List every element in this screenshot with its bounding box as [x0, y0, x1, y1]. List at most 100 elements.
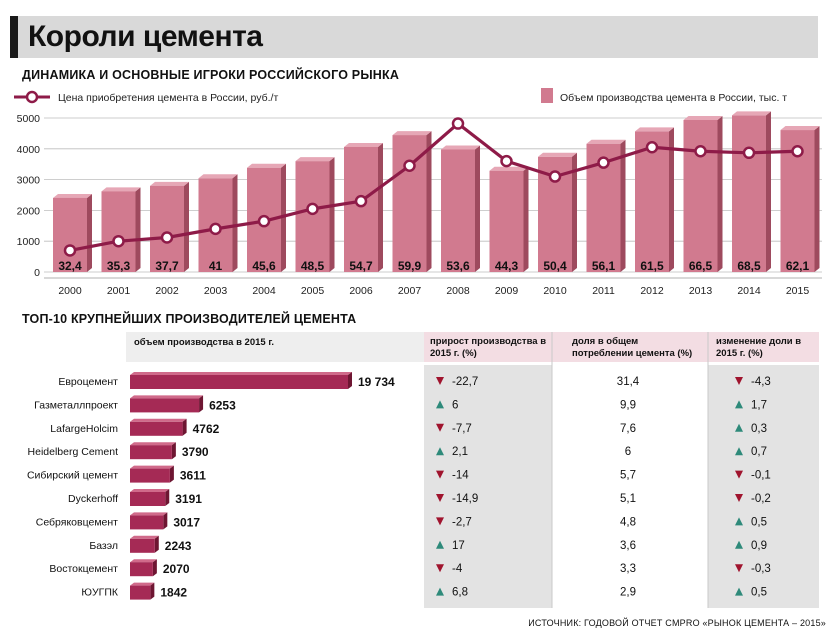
price-point — [791, 145, 804, 158]
x-tick-label: 2005 — [301, 285, 325, 297]
bar-value-label: 56,1 — [592, 259, 616, 273]
table-bar — [130, 538, 155, 553]
bar-value-label: 50,4 — [543, 259, 567, 273]
table-bar-value: 4762 — [193, 422, 220, 436]
x-tick-label: 2008 — [446, 285, 470, 297]
table-bar-side — [182, 418, 187, 436]
legend-line-marker — [25, 90, 39, 104]
row-name: Евроцемент — [58, 376, 118, 388]
table-bar — [130, 468, 170, 483]
page-title: Короли цемента — [28, 20, 263, 53]
row-name: ЮУГПК — [81, 587, 119, 599]
chart-title: ДИНАМИКА И ОСНОВНЫЕ ИГРОКИ РОССИЙСКОГО Р… — [22, 68, 400, 82]
bar-side — [814, 126, 820, 272]
x-tick-label: 2003 — [204, 285, 228, 297]
bar — [732, 115, 766, 272]
table-bar-top — [130, 395, 204, 399]
bar — [683, 120, 718, 272]
share-value: 3,6 — [620, 540, 636, 552]
table-bar-top — [130, 372, 352, 375]
price-point — [63, 244, 77, 257]
x-tick-label: 2004 — [252, 285, 276, 297]
bar-side — [523, 166, 529, 272]
price-point — [500, 154, 513, 168]
bar — [489, 170, 524, 272]
bar-side — [184, 181, 189, 272]
table-bar-side — [163, 512, 168, 530]
price-point — [257, 214, 271, 228]
table-bar-side — [169, 465, 174, 483]
bar-side — [281, 163, 286, 272]
bar-side — [475, 145, 480, 272]
bar — [635, 131, 669, 272]
x-tick-label: 2011 — [592, 285, 615, 297]
table-bar-top — [130, 559, 157, 563]
share-value: 31,4 — [617, 376, 640, 388]
table-bar-top — [130, 512, 168, 516]
y-tick-label: 0 — [34, 267, 40, 279]
source-note: ИСТОЧНИК: ГОДОВОЙ ОТЧЕТ CMPRO «РЫНОК ЦЕМ… — [528, 618, 826, 628]
bar-top — [683, 116, 723, 120]
x-tick-label: 2007 — [398, 285, 422, 297]
x-tick-label: 2013 — [689, 285, 713, 297]
table-bar-value: 3611 — [180, 469, 206, 483]
table-bar — [130, 585, 151, 600]
bar — [53, 197, 87, 272]
share-value: 5,7 — [620, 470, 636, 482]
price-point — [306, 202, 319, 216]
table-bar-value: 2243 — [165, 539, 192, 553]
bar — [150, 185, 184, 272]
price-point — [160, 231, 174, 244]
price-point — [112, 234, 125, 248]
bar-top — [489, 166, 529, 171]
bar-top — [441, 145, 480, 150]
change-value: -0,1 — [751, 470, 771, 482]
up-arrow-icon — [436, 540, 444, 549]
price-point — [597, 156, 610, 169]
up-arrow-icon — [735, 447, 743, 456]
x-tick-label: 2015 — [786, 285, 810, 297]
table-bar-value: 3191 — [175, 492, 202, 506]
down-arrow-icon — [735, 494, 743, 502]
bar-side — [620, 139, 626, 272]
growth-value: 17 — [452, 540, 465, 552]
down-arrow-icon — [735, 564, 743, 573]
price-point — [209, 222, 222, 236]
title-accent — [10, 16, 18, 58]
change-value: 0,3 — [751, 423, 767, 435]
table-bar-value: 3017 — [173, 515, 200, 529]
table-bar — [130, 375, 348, 389]
growth-value: 2,1 — [452, 446, 468, 458]
growth-value: 6,8 — [452, 587, 468, 599]
bar-top — [53, 193, 92, 198]
header-growth: прирост производства в 2015 г. (%) — [430, 336, 546, 359]
row-name: LafargeHolcim — [50, 423, 118, 435]
bar-value-label: 68,5 — [737, 259, 761, 273]
bar-top — [198, 174, 238, 179]
table-bar-side — [199, 395, 204, 413]
up-arrow-icon — [436, 447, 444, 456]
up-arrow-icon — [436, 587, 444, 596]
title-bar: Короли цемента — [10, 16, 818, 58]
y-tick-label: 2000 — [17, 205, 41, 217]
growth-value: -14 — [452, 470, 469, 482]
bar-value-label: 48,5 — [301, 259, 325, 273]
table-bar-side — [152, 559, 157, 577]
change-value: 0,9 — [751, 540, 767, 552]
growth-value: 6 — [452, 399, 458, 411]
down-arrow-icon — [436, 470, 444, 479]
bar-side — [329, 157, 335, 272]
table-bar-top — [130, 465, 174, 469]
bar — [101, 191, 136, 272]
change-value: -0,2 — [751, 493, 771, 505]
bar-side — [87, 193, 92, 272]
bar-value-label: 66,5 — [689, 259, 713, 273]
header-volume: объем производства в 2015 г. — [134, 337, 274, 348]
row-name: Сибирский цемент — [27, 470, 118, 482]
table-bar-side — [154, 535, 159, 553]
price-point — [645, 141, 659, 154]
table-bar-top — [130, 535, 159, 539]
y-tick-label: 4000 — [17, 144, 41, 156]
share-value: 9,9 — [620, 399, 636, 411]
